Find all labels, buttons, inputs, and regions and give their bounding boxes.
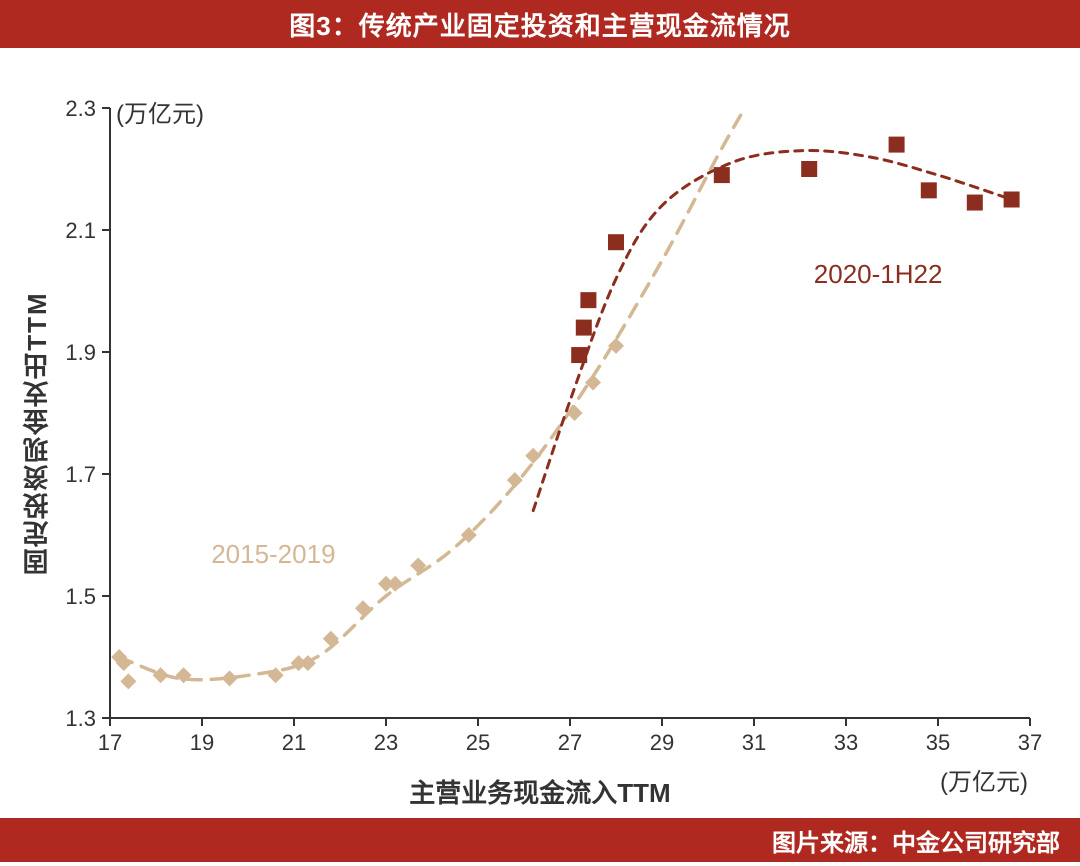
- x-axis-title: 主营业务现金流入TTM: [409, 773, 670, 810]
- series-label-2015-2019: 2015-2019: [211, 539, 335, 570]
- y-axis-unit: (万亿元): [116, 94, 204, 129]
- svg-text:35: 35: [926, 730, 950, 755]
- x-axis-unit: (万亿元): [940, 762, 1028, 797]
- svg-text:23: 23: [374, 730, 398, 755]
- svg-text:31: 31: [742, 730, 766, 755]
- svg-text:37: 37: [1018, 730, 1042, 755]
- svg-text:21: 21: [282, 730, 306, 755]
- svg-text:25: 25: [466, 730, 490, 755]
- svg-text:33: 33: [834, 730, 858, 755]
- y-axis-title: 固定投资现金支出TTM: [18, 291, 55, 574]
- source-text: 图片来源：中金公司研究部: [772, 823, 1060, 858]
- source-bar: 图片来源：中金公司研究部: [0, 818, 1080, 862]
- svg-text:2.1: 2.1: [65, 218, 96, 243]
- svg-text:1.5: 1.5: [65, 584, 96, 609]
- svg-text:1.3: 1.3: [65, 706, 96, 731]
- series-label-2020-1h22: 2020-1H22: [814, 259, 943, 290]
- svg-text:27: 27: [558, 730, 582, 755]
- chart-area: 1.3 1.5 1.7 1.9 2.1 2.3 17 19 21 23 25 27 29 31 33 35 37…: [0, 48, 1080, 818]
- svg-text:19: 19: [190, 730, 214, 755]
- svg-text:29: 29: [650, 730, 674, 755]
- chart-svg: 1.3 1.5 1.7 1.9 2.1 2.3 17 19 21 23 25 27 29 31 33 35 37: [0, 48, 1080, 818]
- svg-text:17: 17: [98, 730, 122, 755]
- svg-text:2.3: 2.3: [65, 96, 96, 121]
- svg-text:1.9: 1.9: [65, 340, 96, 365]
- chart-title: 图3：传统产业固定投资和主营现金流情况: [289, 6, 790, 43]
- chart-title-bar: 图3：传统产业固定投资和主营现金流情况: [0, 0, 1080, 48]
- svg-text:1.7: 1.7: [65, 462, 96, 487]
